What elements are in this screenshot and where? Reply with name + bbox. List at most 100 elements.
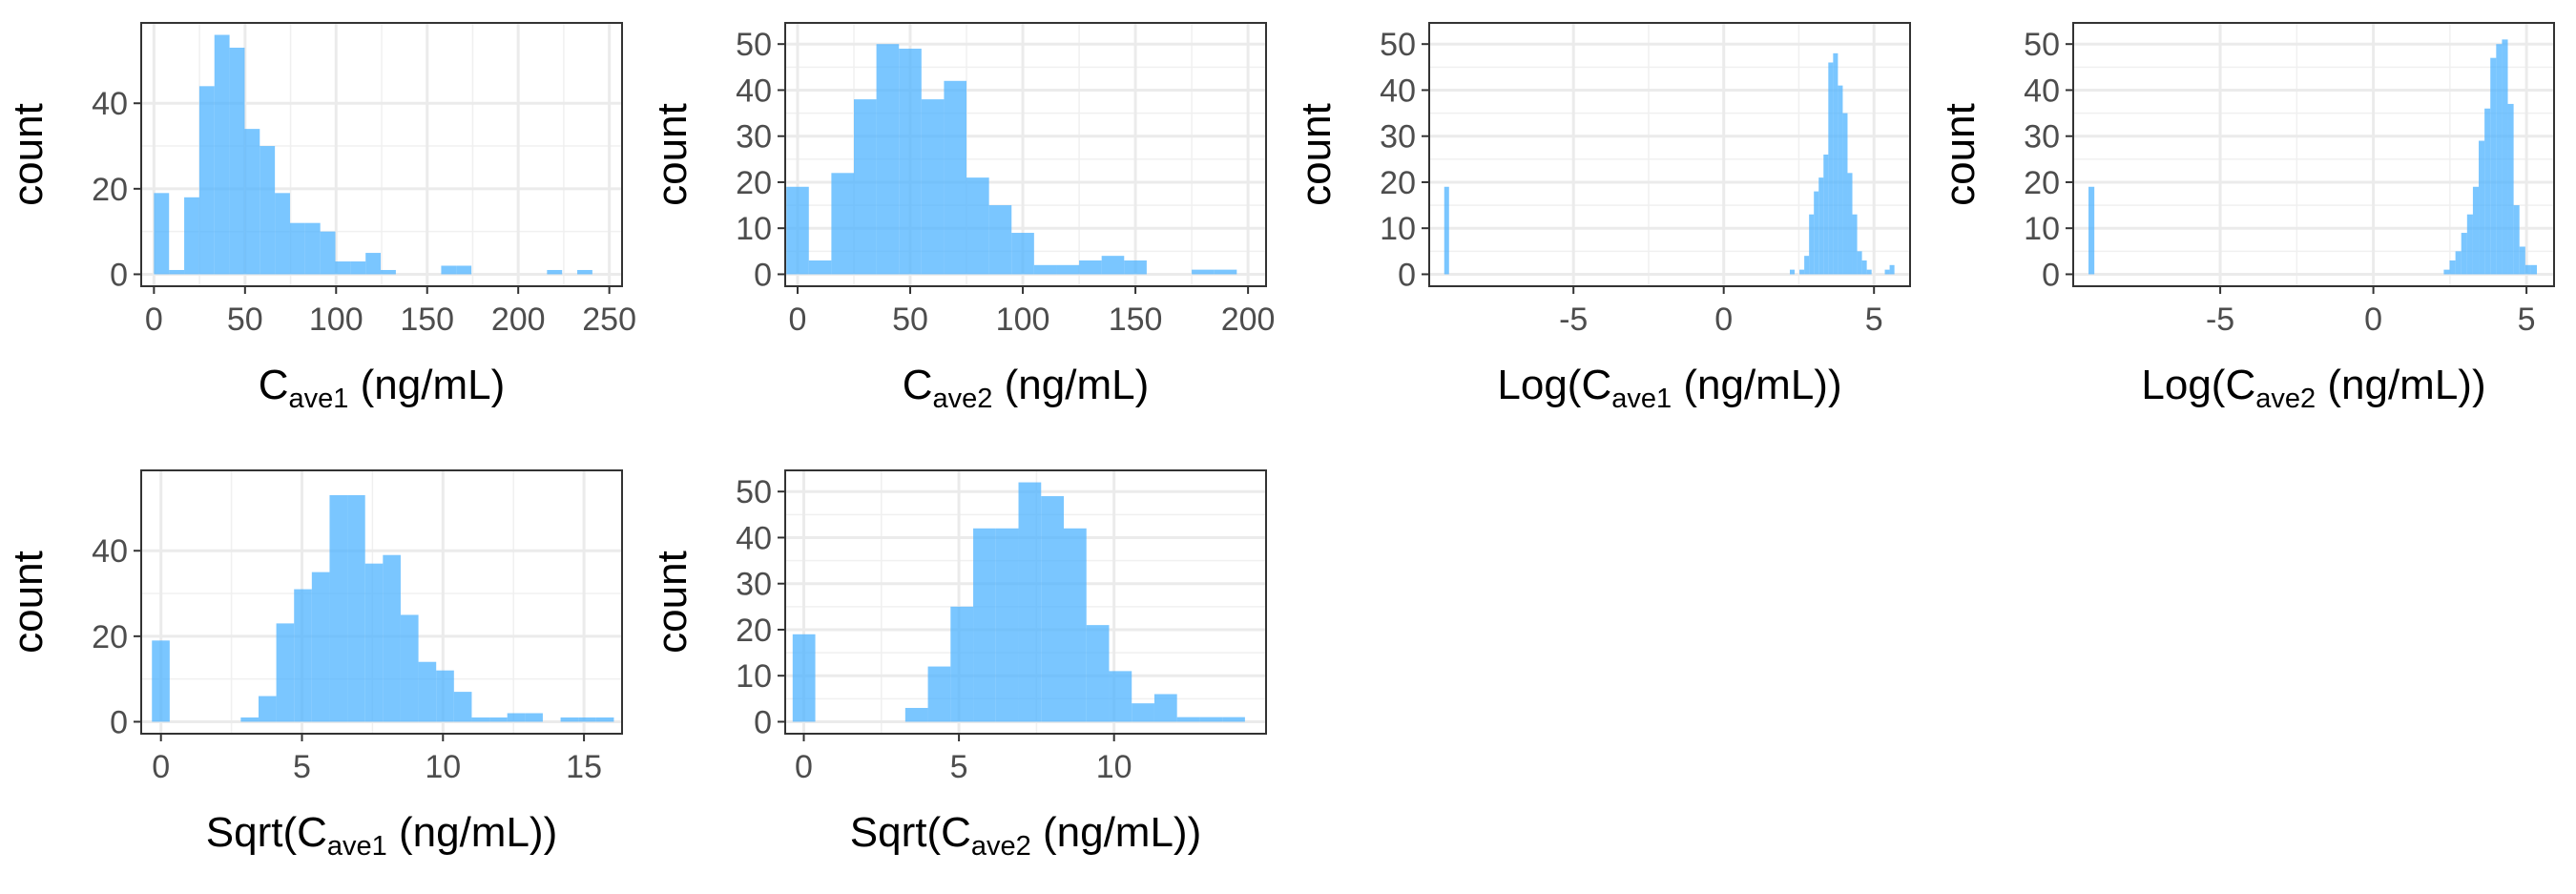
x-axis-title-main: Log(C xyxy=(1497,362,1611,408)
x-tick-label: 200 xyxy=(491,301,546,338)
histogram-bar xyxy=(876,44,900,275)
y-tick-label: 10 xyxy=(736,658,772,695)
histogram-bar xyxy=(2443,269,2450,275)
histogram-bar xyxy=(507,713,526,722)
histogram-svg: 0 5 10 0 10 20 30 40 50 count Sqrt(Cave2 (ng/mL)) xyxy=(649,469,1267,862)
plot-border xyxy=(2072,22,2555,287)
histogram-bar xyxy=(2479,140,2485,275)
y-tick-label: 50 xyxy=(736,474,772,510)
histogram-bar xyxy=(1109,671,1132,722)
histogram-bar xyxy=(1444,186,1449,275)
histogram-bar xyxy=(383,554,401,722)
y-tick-label: 0 xyxy=(754,257,772,293)
x-axis-title-subscript: ave1 xyxy=(327,831,387,862)
histogram-bar xyxy=(995,528,1019,722)
histogram-bar xyxy=(1852,214,1858,275)
x-tick-label: 250 xyxy=(582,301,636,338)
histogram-panel-sqrt-cave1: 0 5 10 15 0 20 40 count Sqrt(Cave1 (ng/mL)) xyxy=(0,447,644,894)
plot-border xyxy=(1428,22,1911,287)
x-tick-label: 10 xyxy=(1096,749,1132,785)
x-axis-title-unit: (ng/mL)) xyxy=(1672,362,1841,408)
histogram-bar xyxy=(560,717,579,722)
histogram-bar xyxy=(2455,251,2462,275)
x-axis-title-main: C xyxy=(903,362,933,408)
histogram-bar xyxy=(1033,264,1057,275)
x-axis-title: Cave1 (ng/mL) xyxy=(259,362,506,414)
histogram-bar xyxy=(1132,703,1154,722)
histogram-bar xyxy=(1866,269,1872,275)
histogram-bar xyxy=(311,572,330,722)
y-axis-title: count xyxy=(649,551,696,654)
histogram-bar xyxy=(304,222,321,275)
x-axis-title-unit: (ng/mL) xyxy=(348,362,505,408)
histogram-bar xyxy=(229,47,245,275)
x-tick-label: 100 xyxy=(309,301,364,338)
x-tick-label: 0 xyxy=(789,301,807,338)
histogram-bar xyxy=(2513,205,2520,275)
histogram-bar xyxy=(808,260,832,275)
histogram-bar xyxy=(1101,256,1125,275)
histogram-bar xyxy=(169,269,185,275)
histogram-bars xyxy=(792,482,1245,722)
x-axis-title-subscript: ave1 xyxy=(289,384,349,414)
histogram-bar xyxy=(1889,264,1895,275)
y-tick-label: 10 xyxy=(736,211,772,247)
histogram-svg: 0 5 10 15 0 20 40 count Sqrt(Cave1 (ng/mL)) xyxy=(5,469,623,862)
histogram-bar xyxy=(1847,173,1853,275)
x-axis-title-subscript: ave2 xyxy=(933,384,993,414)
histogram-bar xyxy=(418,661,437,722)
x-tick-label: 150 xyxy=(1109,301,1163,338)
x-tick-label: 5 xyxy=(950,749,968,785)
histogram-bar xyxy=(1063,528,1087,722)
y-tick-label: 30 xyxy=(1380,119,1416,156)
histogram-bar xyxy=(2507,103,2514,275)
histogram-bar xyxy=(988,205,1012,275)
histogram-bar xyxy=(2461,233,2467,275)
histogram-bar xyxy=(214,34,230,275)
histogram-bar xyxy=(2449,260,2456,275)
histogram-bar xyxy=(1833,52,1839,275)
histogram-panel-cave1: 0 50 100 150 200 250 0 20 40 count Cave1 (ng/mL) xyxy=(0,0,644,447)
y-tick-label: 0 xyxy=(2042,257,2060,293)
y-axis-title: count xyxy=(1937,103,1984,206)
y-tick-label: 40 xyxy=(736,73,772,109)
histogram-bar xyxy=(1884,269,1890,275)
x-tick-label: 5 xyxy=(2518,301,2536,338)
y-tick-label: 0 xyxy=(754,704,772,740)
y-tick-label: 20 xyxy=(1380,165,1416,201)
histogram-bar xyxy=(289,222,305,275)
y-tick-label: 20 xyxy=(2024,165,2060,201)
x-axis-title: Log(Cave2 (ng/mL)) xyxy=(2141,362,2485,414)
histogram-bar xyxy=(966,177,989,275)
histogram-bar xyxy=(2088,186,2095,275)
histogram-bar xyxy=(381,269,396,275)
histogram-bar xyxy=(1857,251,1862,275)
y-tick-label: 20 xyxy=(736,613,772,649)
plot-border xyxy=(140,22,623,287)
histogram-bar xyxy=(244,129,260,275)
histogram-bar xyxy=(950,606,974,722)
histogram-bar xyxy=(456,265,472,275)
x-axis-title-main: Sqrt(C xyxy=(850,809,971,856)
histogram-bar xyxy=(1790,269,1796,275)
histogram-bar xyxy=(1809,214,1815,275)
histogram-bar xyxy=(364,563,384,722)
histogram-bar xyxy=(436,670,454,722)
histogram-bar xyxy=(973,528,996,722)
histogram-bars xyxy=(152,494,614,722)
histogram-bar xyxy=(320,231,336,275)
histogram-bar xyxy=(184,197,199,275)
x-axis-title-subscript: ave2 xyxy=(2255,384,2316,414)
histogram-bar xyxy=(595,717,614,722)
histogram-bar xyxy=(2519,246,2525,275)
histogram-bar xyxy=(1199,717,1223,722)
histogram-bar xyxy=(831,173,854,275)
histogram-svg: 0 50 100 150 200 250 0 20 40 count Cave1 (ng/mL) xyxy=(5,22,636,414)
histogram-bar xyxy=(1842,113,1848,275)
histogram-bar xyxy=(577,269,592,275)
histogram-bar xyxy=(154,193,170,275)
y-tick-label: 0 xyxy=(110,257,128,293)
histogram-bar xyxy=(1153,694,1177,722)
